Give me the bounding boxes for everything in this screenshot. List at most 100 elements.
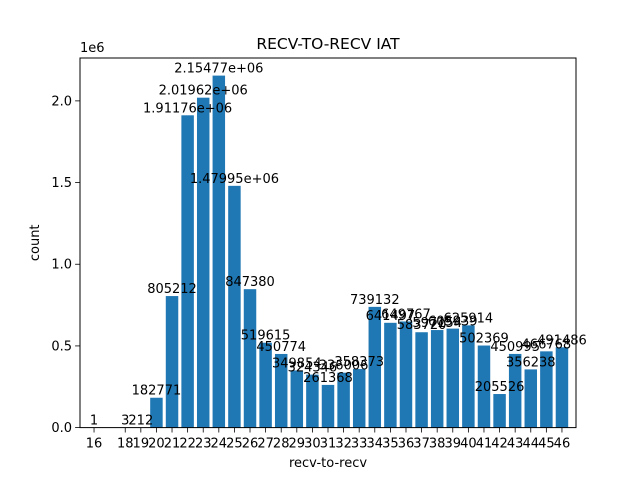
y-axis-offset-label: 1e6 bbox=[80, 41, 105, 56]
bar-value-label: 450995 bbox=[490, 340, 540, 355]
bar-value-label: 649767 bbox=[381, 307, 431, 322]
bar bbox=[368, 306, 382, 428]
bar bbox=[508, 353, 522, 428]
bar bbox=[196, 97, 210, 428]
bar bbox=[259, 342, 272, 428]
bar bbox=[243, 289, 257, 428]
bar bbox=[555, 347, 569, 428]
x-tick-label: 30 bbox=[304, 437, 321, 452]
bar bbox=[384, 322, 397, 428]
x-tick-label: 16 bbox=[86, 437, 103, 452]
x-tick-label: 45 bbox=[538, 437, 555, 452]
bar bbox=[352, 369, 366, 428]
bar bbox=[399, 321, 413, 428]
x-tick-label: 37 bbox=[413, 437, 430, 452]
y-tick-label: 0.0 bbox=[51, 421, 72, 436]
x-tick-label: 23 bbox=[195, 437, 212, 452]
bar bbox=[462, 325, 475, 428]
bar bbox=[228, 185, 241, 428]
x-tick-label: 33 bbox=[351, 437, 368, 452]
bar-value-label: 336006 bbox=[319, 359, 369, 374]
bar bbox=[306, 374, 319, 428]
bar bbox=[321, 384, 335, 428]
bar-value-label: 205526 bbox=[475, 380, 525, 395]
x-tick-label: 42 bbox=[491, 437, 508, 452]
x-tick-label: 40 bbox=[460, 437, 477, 452]
bar-value-label: 847380 bbox=[225, 275, 275, 290]
bar-value-label: 1.47995e+06 bbox=[190, 172, 279, 187]
x-tick-label: 41 bbox=[476, 437, 493, 452]
bar bbox=[477, 345, 491, 428]
x-tick-label: 21 bbox=[164, 437, 181, 452]
bar bbox=[290, 370, 304, 428]
bar bbox=[493, 394, 506, 428]
y-axis-label: count bbox=[28, 224, 43, 261]
bar bbox=[212, 75, 226, 428]
plot-frame bbox=[79, 57, 577, 429]
x-tick-label: 34 bbox=[367, 437, 384, 452]
x-tick-label: 36 bbox=[398, 437, 415, 452]
bar-value-label: 1 bbox=[90, 414, 98, 429]
x-tick-label: 32 bbox=[335, 437, 352, 452]
bar-value-label: 805212 bbox=[147, 282, 197, 297]
x-tick-label: 44 bbox=[522, 437, 539, 452]
x-axis-label: recv-to-recv bbox=[289, 456, 367, 471]
x-tick-label: 24 bbox=[211, 437, 228, 452]
bar-value-label: 349854 bbox=[272, 356, 322, 371]
y-tick-label: 1.5 bbox=[51, 176, 72, 191]
x-tick-label: 18 bbox=[117, 437, 134, 452]
bar-value-label: 261368 bbox=[303, 371, 353, 386]
x-tick-label: 43 bbox=[507, 437, 524, 452]
bar bbox=[540, 351, 553, 428]
x-tick-label: 25 bbox=[226, 437, 243, 452]
bar bbox=[446, 328, 460, 428]
bar-value-label: 358373 bbox=[334, 355, 384, 370]
bar bbox=[524, 369, 538, 428]
bar-value-label: 2.15477e+06 bbox=[174, 62, 263, 77]
bar-value-label: 583720 bbox=[397, 318, 447, 333]
bar-value-label: 450774 bbox=[256, 340, 306, 355]
bar-value-label: 502369 bbox=[459, 332, 509, 347]
bar-value-label: 491486 bbox=[537, 333, 587, 348]
bar-value-label: 625914 bbox=[444, 311, 494, 326]
bar bbox=[274, 353, 288, 428]
y-tick-label: 2.0 bbox=[51, 94, 72, 109]
bar bbox=[165, 296, 179, 428]
y-tick-label: 0.5 bbox=[51, 339, 72, 354]
y-axis-ticks: 0.0 0.5 1.0 1.5 2.0 bbox=[51, 94, 80, 436]
x-tick-label: 31 bbox=[320, 437, 337, 452]
bar-value-label: 519615 bbox=[241, 329, 291, 344]
x-axis-ticks: 16 18 19 20 21 22 23 24 25 26 27 28 29 30 31 32 33 34 35 36… bbox=[86, 427, 571, 452]
data-labels: 1 3 212 182771 805212 1.91176e+06 2.01962e+06 2… bbox=[90, 62, 587, 429]
bar bbox=[337, 372, 350, 428]
x-tick-label: 35 bbox=[382, 437, 399, 452]
x-tick-label: 19 bbox=[133, 437, 150, 452]
x-tick-label: 20 bbox=[148, 437, 165, 452]
bar bbox=[181, 115, 194, 428]
x-tick-label: 38 bbox=[429, 437, 446, 452]
bar-value-label: 182771 bbox=[132, 384, 182, 399]
x-tick-label: 39 bbox=[445, 437, 462, 452]
x-tick-label: 28 bbox=[273, 437, 290, 452]
bar-value-label: 3 bbox=[121, 414, 129, 429]
bar-series bbox=[134, 75, 569, 428]
bar bbox=[415, 332, 428, 428]
bar-value-label: 356238 bbox=[506, 355, 556, 370]
chart-title: RECV-TO-RECV IAT bbox=[256, 35, 400, 53]
x-tick-label: 22 bbox=[179, 437, 196, 452]
bar-value-label: 739132 bbox=[350, 293, 400, 308]
x-tick-label: 27 bbox=[257, 437, 274, 452]
bar-value-label: 1.91176e+06 bbox=[143, 101, 232, 116]
x-tick-label: 26 bbox=[242, 437, 259, 452]
bar-value-label: 605939 bbox=[428, 315, 478, 330]
bar-value-label: 324346 bbox=[288, 361, 338, 376]
bar-value-label: 641497 bbox=[366, 309, 416, 324]
bar-value-label: 466768 bbox=[522, 337, 572, 352]
x-tick-label: 46 bbox=[554, 437, 571, 452]
bar-value-label: 212 bbox=[128, 414, 153, 429]
bar bbox=[150, 397, 163, 428]
bar-value-label: 597154 bbox=[412, 316, 462, 331]
x-tick-label: 29 bbox=[289, 437, 306, 452]
y-tick-label: 1.0 bbox=[51, 258, 72, 273]
